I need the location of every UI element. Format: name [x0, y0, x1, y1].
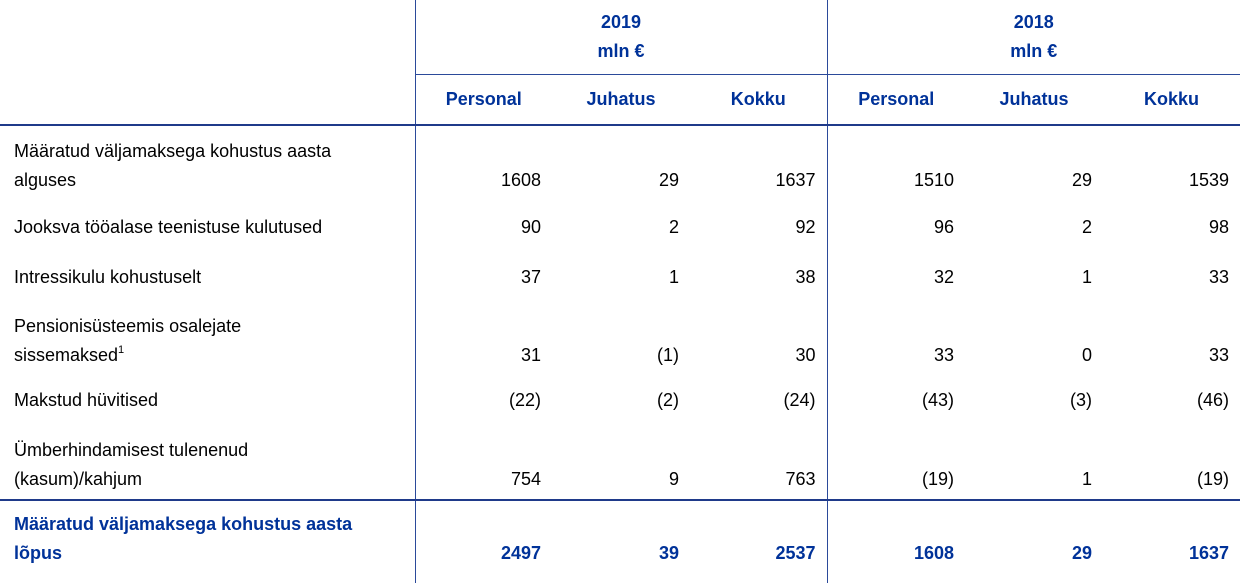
label-line: Pensionisüsteemis osalejate — [14, 316, 242, 336]
footnote-ref: 1 — [118, 344, 125, 356]
cell-value: 1539 — [1189, 170, 1230, 190]
table-row: Makstud hüvitised (22) (2) (24) (43) (3) (46) — [0, 375, 1240, 425]
group-year: 2019 — [600, 11, 642, 32]
cell-value: 754 — [414, 425, 552, 500]
cell-value: 39 — [658, 543, 679, 563]
cell-value: (43) — [826, 375, 966, 425]
label-line: Intressikulu kohustuselt — [14, 267, 202, 287]
cell-value: 33 — [826, 300, 966, 375]
cell-value: 1608 — [826, 500, 966, 583]
table-row: Määratud väljamaksega kohustus aasta algu… — [0, 125, 1240, 200]
label-line: Ümberhindamisest tulenenud — [14, 440, 249, 460]
cell-value: 31 — [414, 300, 552, 375]
row-label: Makstud hüvitised — [0, 375, 415, 425]
cell-value: (19) — [1197, 469, 1230, 489]
cell-value: 763 — [785, 469, 816, 489]
label-line: sissemaksed — [14, 345, 119, 365]
header-row: Personal Juhatus Kokku Personal Juhatus Kokku — [0, 74, 1240, 125]
header-empty — [0, 0, 415, 74]
cell-value: (1) — [657, 345, 679, 365]
column-header: Juhatus — [586, 88, 656, 109]
column-header: Personal — [414, 74, 552, 125]
label-line: (kasum)/kahjum — [14, 469, 143, 489]
header-empty — [0, 74, 415, 125]
label-line: lõpus — [14, 543, 62, 563]
cell-value: 33 — [1209, 267, 1230, 287]
cell-value: 29 — [658, 170, 679, 190]
table-row: Pensionisüsteemis osalejate sissemaksed1 3… — [0, 300, 1240, 375]
cell-value: 29 — [1071, 543, 1093, 563]
cell-value: (2) — [657, 389, 679, 410]
cell-value: (22) — [414, 375, 552, 425]
cell-value: 2 — [1082, 217, 1093, 237]
cell-value: 0 — [1082, 345, 1093, 365]
cell-value: 37 — [414, 255, 552, 300]
header-row: 2019 mln € 2018 mln € — [0, 0, 1240, 75]
cell-value: 1 — [1082, 469, 1093, 489]
cell-value: 98 — [1209, 217, 1230, 237]
cell-value: 30 — [795, 345, 816, 365]
row-label: Pensionisüsteemis osalejate sissemaksed1 — [0, 300, 415, 375]
cell-value: (24) — [783, 389, 816, 410]
cell-value: 32 — [826, 255, 966, 300]
cell-value: 92 — [795, 217, 816, 237]
row-label: Jooksva tööalase teenistuse kulutused — [0, 200, 415, 255]
row-label: Määratud väljamaksega kohustus aasta lõpu… — [0, 500, 415, 583]
label-line: Määratud väljamaksega kohustus aasta — [14, 141, 332, 161]
table-row: Määratud väljamaksega kohustus aasta lõpu… — [0, 500, 1240, 583]
row-label: Määratud väljamaksega kohustus aasta algu… — [0, 125, 415, 200]
cell-value: 1608 — [414, 125, 552, 200]
cell-value: (3) — [1070, 389, 1093, 410]
cell-value: 29 — [1071, 170, 1093, 190]
label-line: Makstud hüvitised — [14, 389, 159, 410]
cell-value: 1510 — [826, 125, 966, 200]
label-line: Jooksva tööalase teenistuse kulutused — [14, 217, 323, 237]
column-header: Kokku — [730, 88, 786, 109]
group-year: 2018 — [1013, 11, 1054, 32]
cell-value: 1637 — [775, 170, 816, 190]
row-label: Ümberhindamisest tulenenud (kasum)/kahjum — [0, 425, 415, 500]
cell-value: 2497 — [414, 500, 552, 583]
cell-value: 1 — [1082, 267, 1093, 287]
table-row: Ümberhindamisest tulenenud (kasum)/kahjum… — [0, 425, 1240, 500]
cell-value: 90 — [414, 200, 552, 255]
cell-value: 1 — [668, 267, 679, 287]
cell-value: 9 — [668, 469, 679, 489]
cell-value: 2 — [668, 217, 679, 237]
cell-value: 1637 — [1189, 543, 1230, 563]
cell-value: (46) — [1197, 389, 1230, 410]
cell-value: 2537 — [775, 543, 816, 563]
column-header: Juhatus — [999, 88, 1069, 109]
table-row: Jooksva tööalase teenistuse kulutused 90 2… — [0, 200, 1240, 255]
table-row: Intressikulu kohustuselt 37 1 38 32 1 33 — [0, 255, 1240, 300]
group-unit: mln € — [1010, 40, 1058, 61]
column-header: Personal — [826, 74, 966, 125]
row-label: Intressikulu kohustuselt — [0, 255, 415, 300]
cell-value: 38 — [795, 267, 816, 287]
column-header: Kokku — [1144, 88, 1200, 109]
label-line: alguses — [14, 170, 77, 190]
label-line: Määratud väljamaksega kohustus aasta — [14, 514, 353, 534]
group-unit: mln € — [597, 40, 645, 61]
cell-value: (19) — [826, 425, 966, 500]
cell-value: 33 — [1209, 345, 1230, 365]
cell-value: 96 — [826, 200, 966, 255]
group-header: 2018 mln € — [826, 0, 1240, 75]
group-header: 2019 mln € — [414, 0, 828, 75]
